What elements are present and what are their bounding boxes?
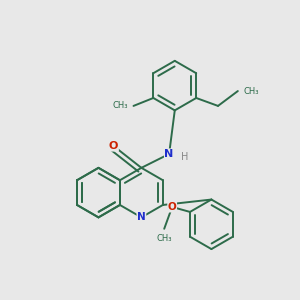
Text: N: N [137,212,146,222]
Text: H: H [181,152,189,162]
Text: N: N [164,149,174,159]
Text: O: O [168,202,176,212]
Text: CH₃: CH₃ [243,87,259,96]
Text: CH₃: CH₃ [113,101,128,110]
Text: O: O [109,141,118,151]
Text: CH₃: CH₃ [157,234,172,243]
